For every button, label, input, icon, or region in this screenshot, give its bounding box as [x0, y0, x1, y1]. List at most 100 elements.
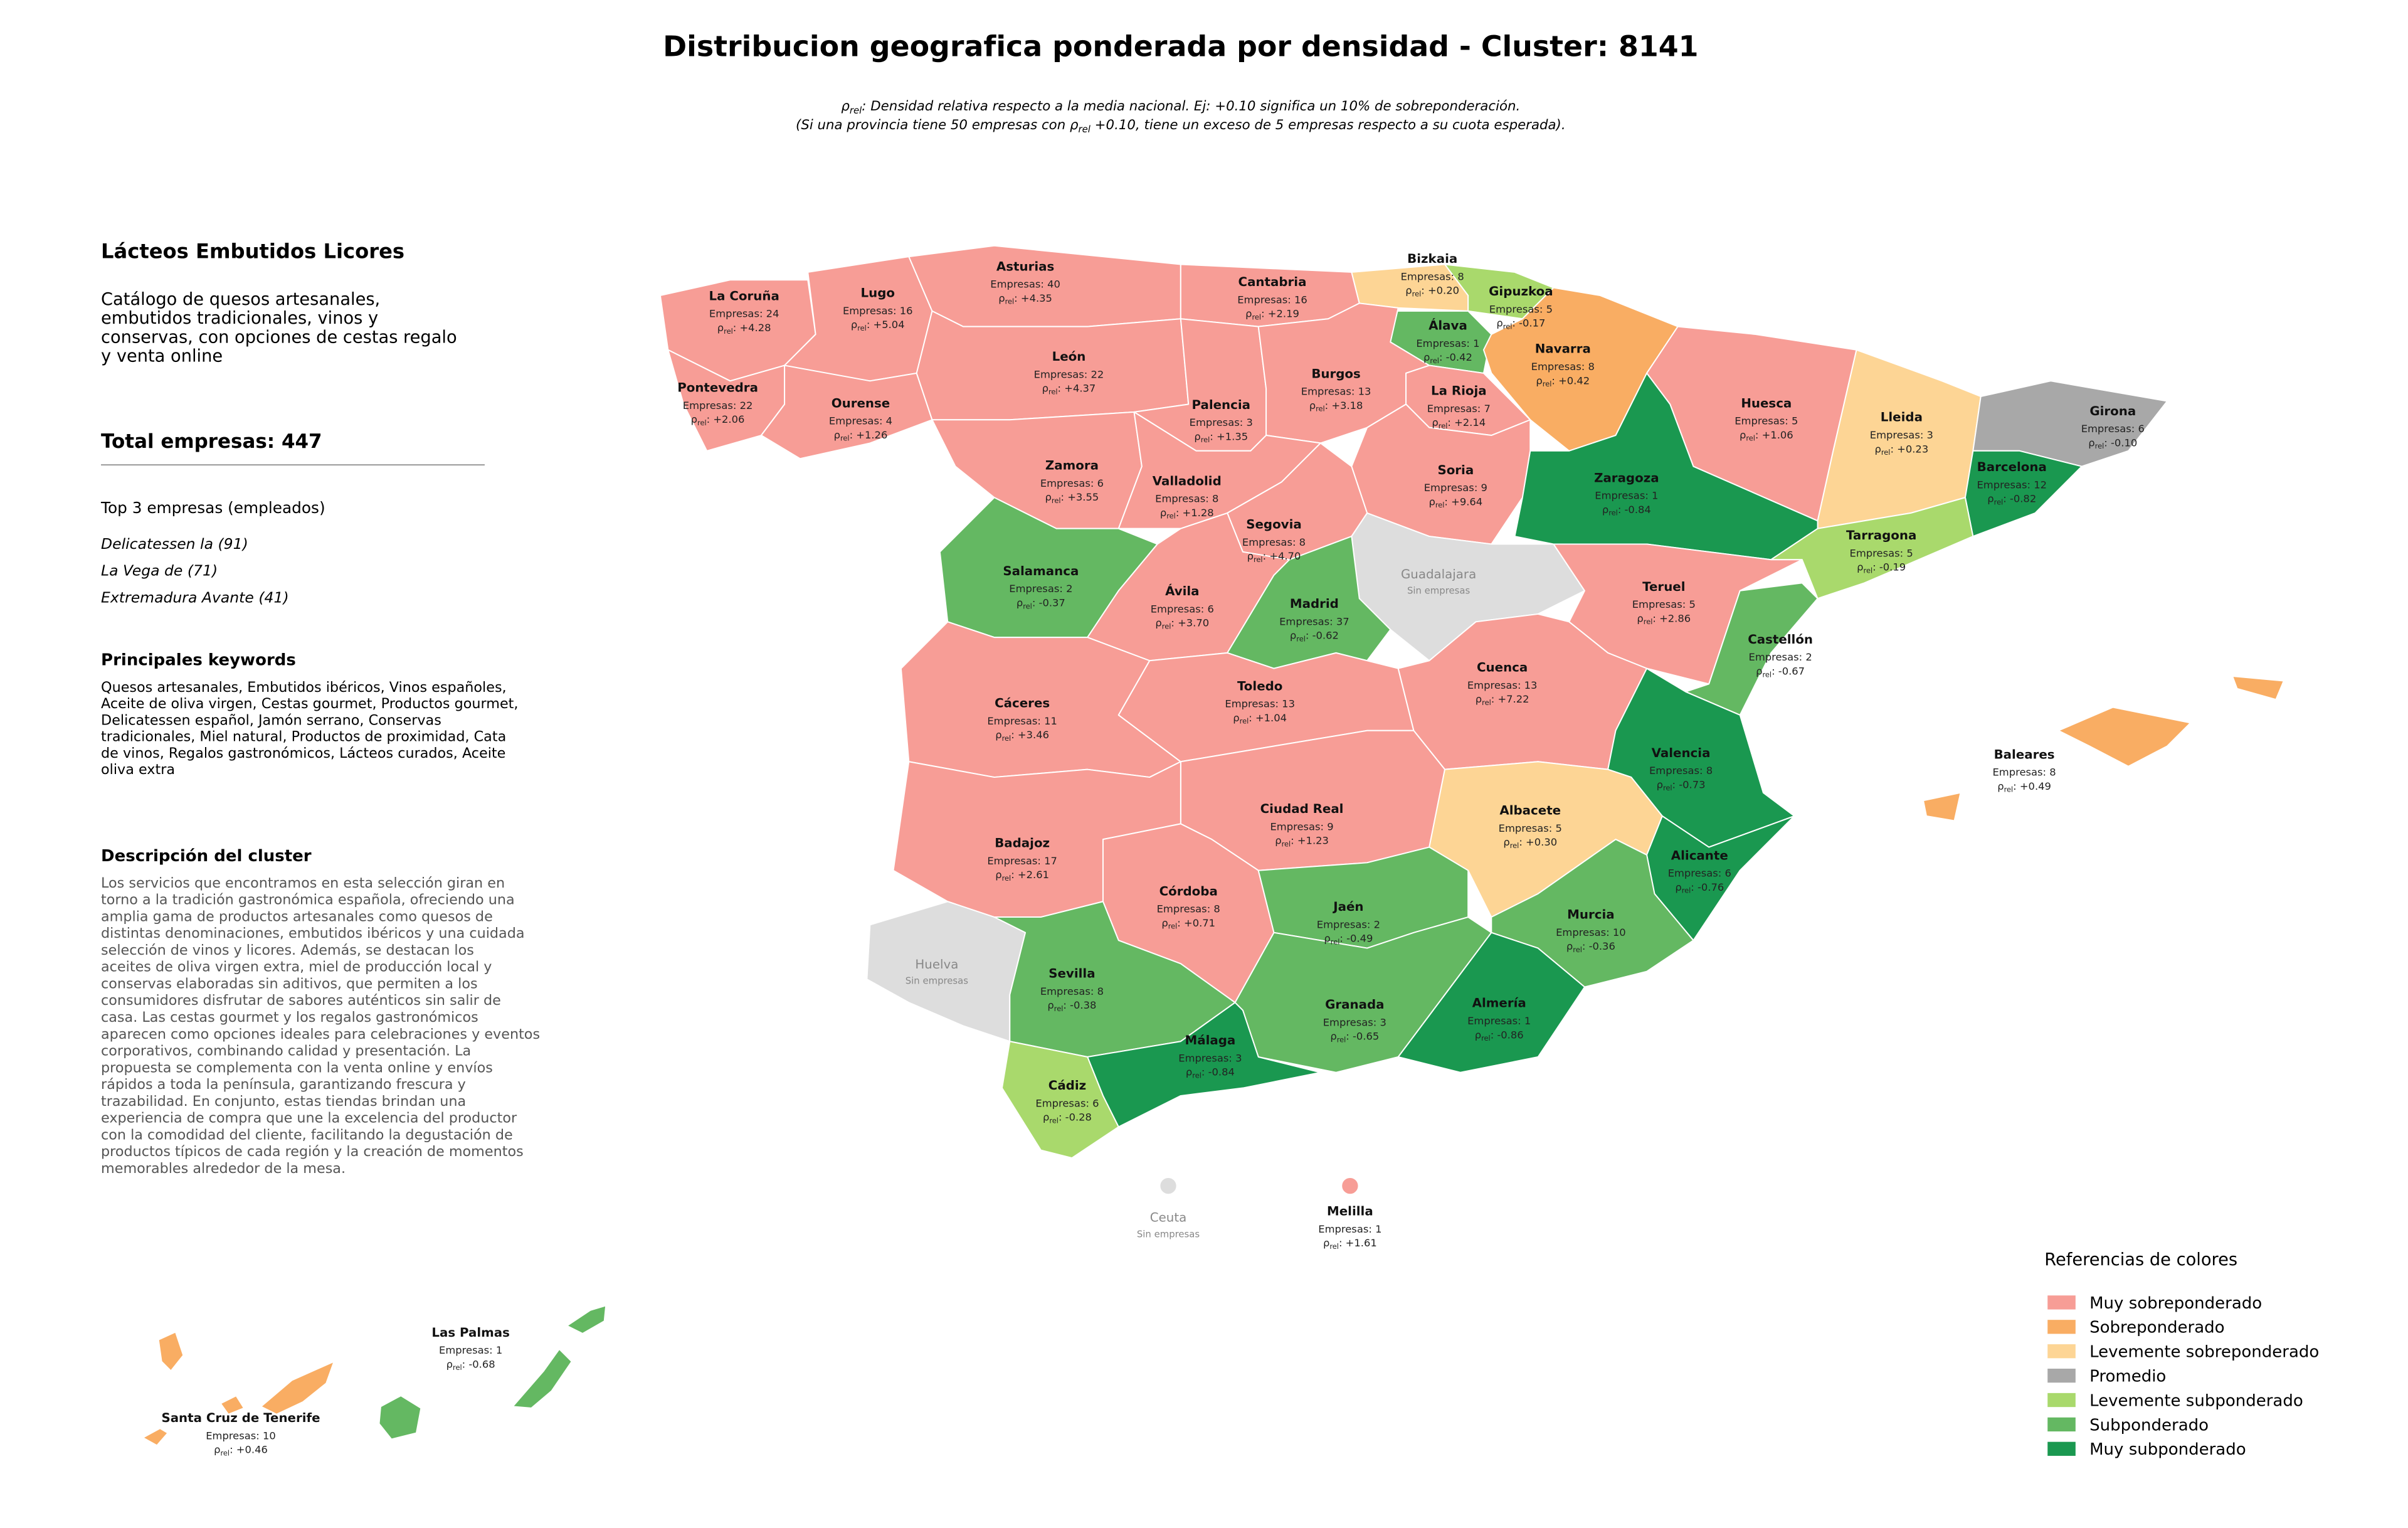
- subtitle-text: +0.10, tiene un exceso de 5 empresas res…: [1090, 117, 1566, 133]
- rho-symbol: ρ: [1423, 351, 1430, 363]
- count-label: Empresas:: [1416, 337, 1473, 349]
- count-value: 8: [2049, 767, 2056, 778]
- rho-value: +2.19: [1268, 308, 1299, 320]
- count-label: Empresas:: [206, 1430, 263, 1441]
- province-shape: [1159, 1177, 1178, 1196]
- province-rho: ρrel: +0.71: [1161, 917, 1215, 931]
- province-count: Empresas: 8: [1531, 361, 1595, 373]
- rho-subscript: rel: [840, 434, 850, 443]
- legend-label: Levemente sobreponderado: [2089, 1343, 2319, 1362]
- count-label: Empresas:: [1279, 615, 1336, 627]
- count-label: Empresas:: [1035, 1097, 1092, 1109]
- count-value: 8: [1706, 765, 1713, 777]
- rho-symbol: ρ: [1161, 917, 1168, 929]
- province-note: Sin empresas: [1137, 1228, 1200, 1239]
- rho-separator: :: [1439, 351, 1446, 363]
- rho-value: +2.06: [713, 413, 744, 425]
- rho-symbol: ρ: [446, 1358, 453, 1370]
- rho-value: -0.84: [1625, 504, 1651, 516]
- count-label: Empresas:: [1749, 651, 1806, 663]
- description-line: casa. Las cestas gourmet y los regalos g…: [101, 1009, 478, 1026]
- count-value: 1: [1375, 1223, 1381, 1235]
- description-line: Los servicios que encontramos en esta se…: [101, 875, 505, 891]
- province-name: Gipuzkoa: [1489, 284, 1553, 299]
- province-name: Valencia: [1652, 746, 1711, 760]
- rho-subscript: rel: [1608, 509, 1618, 517]
- rho-subscript: rel: [1663, 783, 1672, 792]
- province-count: Empresas: 5: [1850, 547, 1913, 559]
- rho-symbol: ρ: [1017, 597, 1023, 609]
- rho-subscript: rel: [2004, 785, 2014, 794]
- count-label: Empresas:: [1668, 867, 1725, 879]
- count-value: 6: [1092, 1097, 1099, 1109]
- province-count: Empresas: 1: [1595, 490, 1658, 502]
- province-name: Huelva: [915, 957, 958, 972]
- rho-subscript: rel: [1573, 945, 1582, 954]
- rho-value: +4.70: [1269, 550, 1301, 562]
- province-rho: ρrel: +0.49: [1997, 780, 2051, 794]
- rho-symbol: ρ: [1194, 430, 1200, 442]
- rho-value: +1.35: [1217, 430, 1248, 442]
- rho-separator: :: [1263, 550, 1270, 562]
- description-line: selección de vinos y licores. Además, se…: [101, 942, 474, 958]
- rho-separator: :: [1014, 292, 1021, 304]
- province-rho: ρrel: -0.10: [2088, 437, 2137, 450]
- province-name: Ourense: [832, 396, 890, 410]
- rho-value: +1.28: [1183, 507, 1214, 519]
- rho-separator: :: [1032, 597, 1039, 609]
- catalog-line: embutidos tradicionales, vinos y: [101, 309, 378, 328]
- province-count: Empresas: 7: [1427, 403, 1491, 415]
- rho-subscript: rel: [1168, 922, 1178, 931]
- count-value: 11: [1044, 715, 1057, 727]
- province-count: Empresas: 13: [1301, 386, 1371, 398]
- count-value: 8: [1588, 361, 1594, 373]
- subtitle-line: ρrel: Densidad relativa respecto a la me…: [841, 98, 1520, 116]
- rho-separator: :: [1058, 383, 1065, 395]
- rho-subscript: rel: [1192, 1071, 1201, 1080]
- rho-value: -0.86: [1497, 1029, 1523, 1041]
- province-rho: ρrel: -0.42: [1423, 351, 1472, 365]
- rho-value: +0.49: [2020, 780, 2051, 792]
- rho-value: -0.82: [2010, 493, 2036, 505]
- province-rho: ρrel: -0.38: [1047, 999, 1096, 1013]
- description-line: con la comodidad del cliente, facilitand…: [101, 1127, 513, 1143]
- legend-label: Muy sobreponderado: [2089, 1294, 2262, 1313]
- province-shape: [1923, 792, 1962, 822]
- rho-separator: :: [1249, 712, 1255, 724]
- count-value: 1: [1473, 337, 1479, 349]
- description-title: Descripción del cluster: [101, 847, 312, 866]
- rho-separator: :: [1652, 612, 1659, 624]
- map-title: Distribucion geografica ponderada por de…: [663, 29, 1699, 63]
- rho-subscript: rel: [1252, 312, 1261, 321]
- description-line: corporativos, combinando calidad y prese…: [101, 1043, 471, 1059]
- top-company: La Vega de (71): [101, 562, 218, 580]
- province-shape: [1001, 1041, 1119, 1159]
- rho-separator: :: [1491, 1029, 1497, 1041]
- province-name: Bizkaia: [1407, 252, 1457, 266]
- keyword-line: de vinos, Regalos gastronómicos, Lácteos…: [101, 745, 505, 761]
- province-count: Empresas: 8: [1992, 767, 2056, 778]
- rho-separator: :: [1261, 308, 1268, 320]
- province-name: Pontevedra: [677, 381, 758, 395]
- province-rho: ρrel: +2.61: [995, 869, 1049, 883]
- rho-value: +1.26: [856, 429, 887, 441]
- cluster-name: Lácteos Embutidos Licores: [101, 240, 404, 263]
- province-count: Empresas: 8: [1649, 765, 1713, 777]
- count-value: 6: [1097, 477, 1104, 489]
- province-rho: ρrel: +1.26: [834, 429, 888, 443]
- count-value: 3: [1380, 1016, 1386, 1028]
- province-rho: ρrel: -0.37: [1017, 597, 1065, 611]
- province-name: Álava: [1428, 319, 1467, 333]
- rho-value: -0.76: [1698, 881, 1724, 893]
- province-rho: ρrel: +4.28: [717, 322, 771, 336]
- rho-symbol: ρ: [1155, 617, 1161, 629]
- province-rho: ρrel: -0.86: [1475, 1029, 1524, 1043]
- province-shape: [260, 1361, 335, 1415]
- rho-value: -0.36: [1589, 940, 1615, 952]
- province-name: Lleida: [1881, 410, 1923, 425]
- rho-value: +9.64: [1451, 496, 1482, 508]
- province-name: Guadalajara: [1401, 567, 1476, 581]
- rho-separator: :: [1291, 835, 1297, 847]
- province-rho: ρrel: +1.35: [1194, 430, 1248, 444]
